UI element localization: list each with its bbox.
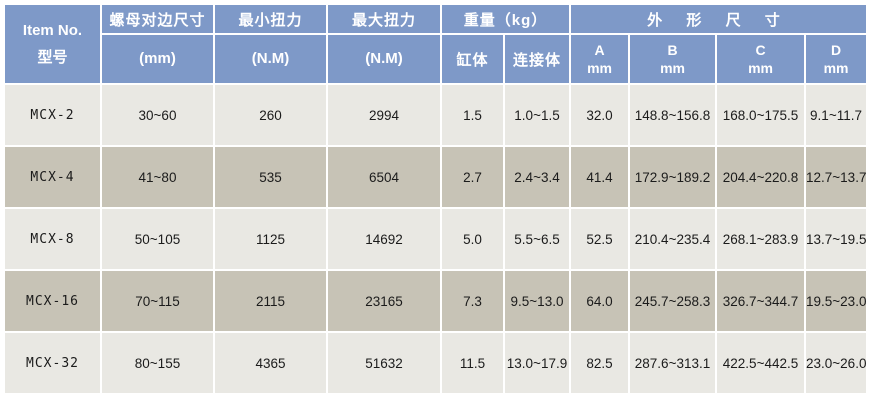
table-row: MCX-8 50~105 1125 14692 5.0 5.5~6.5 52.5 210.4~… bbox=[5, 209, 866, 269]
header-weight-title: 重量（kg） bbox=[463, 11, 548, 29]
table-cell: 2.7 bbox=[442, 147, 503, 207]
table-cell: 6504 bbox=[328, 147, 440, 207]
table-cell: 9.1~11.7 bbox=[806, 85, 867, 145]
table-cell: 172.9~189.2 bbox=[630, 147, 716, 207]
table-cell: 326.7~344.7 bbox=[717, 271, 805, 331]
table-cell: 535 bbox=[215, 147, 326, 207]
header-nut-size-unit: (mm) bbox=[102, 35, 213, 83]
header-item-no: Item No. 型号 bbox=[5, 5, 100, 83]
table-cell: 7.3 bbox=[442, 271, 503, 331]
table-cell: 1125 bbox=[215, 209, 326, 269]
table-cell: 12.7~13.7 bbox=[806, 147, 866, 207]
header-item-no-line2: 型号 bbox=[37, 49, 68, 66]
header-max-torque: 最大扭力 bbox=[328, 5, 440, 33]
table-row: MCX-4 41~80 535 6504 2.7 2.4~3.4 41.4 172.9~189… bbox=[5, 147, 866, 207]
table-cell: 260 bbox=[215, 85, 326, 145]
table-cell: 13.0~17.9 bbox=[505, 333, 570, 393]
header-item-no-line1: Item No. bbox=[22, 22, 83, 39]
table-cell: 1.0~1.5 bbox=[505, 85, 570, 145]
table-cell: 41.4 bbox=[571, 147, 629, 207]
table-cell: 1.5 bbox=[442, 85, 503, 145]
table-cell: 9.5~13.0 bbox=[505, 271, 570, 331]
header-dim-d: D mm bbox=[806, 35, 867, 83]
table-body: MCX-2 30~60 260 2994 1.5 1.0~1.5 32.0 148.8~156… bbox=[5, 85, 866, 393]
header-nut-size-title: 螺母对边尺寸 bbox=[109, 11, 206, 29]
header-weight: 重量（kg） bbox=[442, 5, 570, 33]
table-cell: 11.5 bbox=[442, 333, 503, 393]
table-cell: 23.0~26.0 bbox=[806, 333, 866, 393]
table-cell: 148.8~156.8 bbox=[630, 85, 716, 145]
table-cell: 2.4~3.4 bbox=[505, 147, 570, 207]
table-cell: 5.0 bbox=[442, 209, 503, 269]
header-weight-connector: 连接体 bbox=[505, 35, 570, 83]
header-dim-a: A mm bbox=[571, 35, 629, 83]
model-cell: MCX-2 bbox=[5, 85, 100, 145]
table-cell: 204.4~220.8 bbox=[717, 147, 805, 207]
table-cell: 64.0 bbox=[571, 271, 629, 331]
table-cell: 5.5~6.5 bbox=[505, 209, 570, 269]
model-cell: MCX-16 bbox=[5, 271, 100, 331]
table-row: MCX-2 30~60 260 2994 1.5 1.0~1.5 32.0 148.8~156… bbox=[5, 85, 867, 145]
table-cell: 422.5~442.5 bbox=[717, 333, 805, 393]
table-cell: 70~115 bbox=[102, 271, 213, 331]
table-cell: 268.1~283.9 bbox=[717, 209, 805, 269]
table-cell: 30~60 bbox=[102, 85, 213, 145]
table-cell: 245.7~258.3 bbox=[630, 271, 716, 331]
table-row: MCX-32 80~155 4365 51632 11.5 13.0~17.9 82.5 28… bbox=[5, 333, 866, 393]
table-row: MCX-16 70~115 2115 23165 7.3 9.5~13.0 64.0 245.… bbox=[5, 271, 866, 331]
table-cell: 50~105 bbox=[102, 209, 213, 269]
header-min-torque: 最小扭力 bbox=[215, 5, 326, 33]
table-cell: 82.5 bbox=[571, 333, 629, 393]
model-cell: MCX-8 bbox=[5, 209, 100, 269]
table-cell: 168.0~175.5 bbox=[717, 85, 805, 145]
spec-table: Item No. 型号 螺母对边尺寸 最小扭力 最大扭力 重量（kg） 外 形 … bbox=[3, 3, 868, 395]
table-cell: 23165 bbox=[328, 271, 440, 331]
table-cell: 2115 bbox=[215, 271, 326, 331]
table-cell: 14692 bbox=[328, 209, 440, 269]
table-cell: 19.5~23.0 bbox=[806, 271, 866, 331]
header-weight-cylinder: 缸体 bbox=[442, 35, 503, 83]
header-dim-c: C mm bbox=[717, 35, 805, 83]
table-cell: 80~155 bbox=[102, 333, 213, 393]
header-max-torque-title: 最大扭力 bbox=[351, 11, 416, 29]
header-dim-b: B mm bbox=[630, 35, 716, 83]
table-cell: 51632 bbox=[328, 333, 440, 393]
header-row-2: (mm) (N.M) (N.M) 缸体 连接体 A mm bbox=[5, 35, 867, 83]
table-cell: 32.0 bbox=[571, 85, 629, 145]
header-min-torque-unit: (N.M) bbox=[215, 35, 326, 83]
table-cell: 52.5 bbox=[571, 209, 629, 269]
model-cell: MCX-32 bbox=[5, 333, 100, 393]
table-cell: 287.6~313.1 bbox=[630, 333, 716, 393]
header-row-1: Item No. 型号 螺母对边尺寸 最小扭力 最大扭力 重量（kg） 外 形 … bbox=[5, 5, 867, 83]
model-cell: MCX-4 bbox=[5, 147, 100, 207]
header-dimensions: 外 形 尺 寸 bbox=[571, 5, 867, 33]
header-dimensions-title: 外 形 尺 寸 bbox=[647, 11, 790, 29]
table-cell: 13.7~19.5 bbox=[806, 209, 866, 269]
table-cell: 4365 bbox=[215, 333, 326, 393]
table-cell: 41~80 bbox=[102, 147, 213, 207]
header-nut-size: 螺母对边尺寸 bbox=[102, 5, 213, 33]
table-cell: 2994 bbox=[328, 85, 440, 145]
header-min-torque-title: 最小扭力 bbox=[238, 11, 303, 29]
table-header: Item No. 型号 螺母对边尺寸 最小扭力 最大扭力 重量（kg） 外 形 … bbox=[5, 5, 867, 83]
header-max-torque-unit: (N.M) bbox=[328, 35, 440, 83]
table-cell: 210.4~235.4 bbox=[630, 209, 716, 269]
